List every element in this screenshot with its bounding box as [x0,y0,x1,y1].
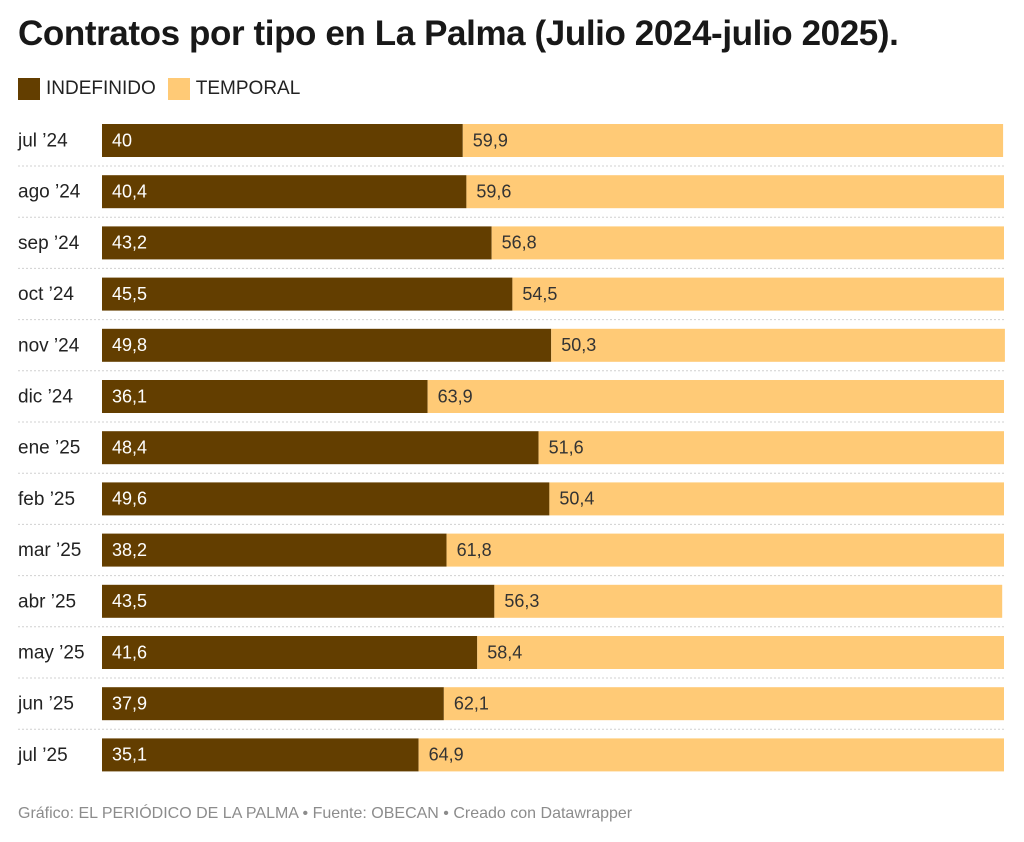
value-label-temporal-jun-25: 62,1 [454,693,489,713]
bar-temporal-ago-24 [466,175,1005,209]
chart-title: Contratos por tipo en La Palma (Julio 20… [18,14,899,53]
legend-swatch-temporal [167,78,190,100]
row-label-abr-25: abr ’25 [18,591,76,612]
value-label-indefinido-ene-25: 48,4 [112,437,147,457]
row-label-mar-25: mar ’25 [18,540,81,561]
bar-indefinido-jul-24 [102,124,463,157]
value-label-indefinido-ago-24: 40,4 [112,181,147,201]
bar-indefinido-dic-24 [102,380,428,413]
legend-label-indefinido: INDEFINIDO [46,78,156,99]
bar-indefinido-sep-24 [102,226,492,260]
row-label-oct-24: oct ’24 [18,284,74,305]
value-label-indefinido-mar-25: 38,2 [112,540,147,560]
row-label-ago-24: ago ’24 [18,182,81,203]
bar-indefinido-feb-25 [102,482,550,516]
value-label-indefinido-nov-24: 49,8 [112,335,147,355]
value-label-temporal-dic-24: 63,9 [438,386,473,406]
bar-temporal-feb-25 [549,482,1004,516]
value-label-temporal-abr-25: 56,3 [504,591,539,611]
row-label-nov-24: nov ’24 [18,335,80,356]
bar-temporal-jul-25 [418,738,1004,772]
value-label-indefinido-abr-25: 43,5 [112,591,147,611]
value-label-indefinido-jun-25: 37,9 [112,693,147,713]
value-label-indefinido-sep-24: 43,2 [112,233,147,253]
bar-indefinido-oct-24 [102,277,513,311]
row-label-jun-25: jun ’25 [17,694,74,715]
bar-temporal-oct-24 [512,277,1004,311]
value-label-indefinido-dic-24: 36,1 [112,386,147,406]
bar-temporal-nov-24 [551,328,1005,362]
row-label-dic-24: dic ’24 [18,387,73,408]
value-label-indefinido-jul-24: 40 [112,130,132,150]
value-label-temporal-may-25: 58,4 [487,642,522,662]
value-label-temporal-mar-25: 61,8 [457,540,492,560]
row-label-jul-25: jul ’25 [17,745,68,766]
bar-indefinido-ene-25 [102,431,539,465]
bar-indefinido-abr-25 [102,584,495,618]
stacked-bar-chart: jul ’24 40 59,9 ago ’24 40,4 59,6 sep ’24 43,2 5… [17,124,1005,772]
value-label-indefinido-may-25: 41,6 [112,642,147,662]
bar-temporal-mar-25 [446,533,1005,567]
row-label-jul-24: jul ’24 [17,131,68,152]
value-label-indefinido-oct-24: 45,5 [112,284,147,304]
bar-indefinido-jul-25 [102,738,419,772]
value-label-temporal-oct-24: 54,5 [522,284,557,304]
row-label-sep-24: sep ’24 [18,233,80,254]
value-label-temporal-nov-24: 50,3 [561,335,596,355]
legend-item-temporal: TEMPORAL [167,78,301,100]
bar-indefinido-jun-25 [102,687,444,721]
legend-item-indefinido: INDEFINIDO [18,78,156,100]
bar-indefinido-nov-24 [102,328,552,362]
row-label-feb-25: feb ’25 [18,489,75,510]
value-label-temporal-ene-25: 51,6 [549,437,584,457]
bar-temporal-sep-24 [491,226,1004,260]
value-label-indefinido-feb-25: 49,6 [112,489,147,509]
value-label-temporal-feb-25: 50,4 [559,489,594,509]
value-label-indefinido-jul-25: 35,1 [112,745,147,765]
bar-temporal-jun-25 [443,687,1004,721]
bar-temporal-ene-25 [538,431,1004,465]
bar-temporal-abr-25 [494,584,1003,618]
bar-temporal-may-25 [477,636,1004,669]
bar-indefinido-ago-24 [102,175,467,209]
value-label-temporal-jul-24: 59,9 [473,130,508,150]
row-label-ene-25: ene ’25 [18,438,80,459]
legend-label-temporal: TEMPORAL [195,78,301,99]
bar-indefinido-may-25 [102,636,478,669]
value-label-temporal-ago-24: 59,6 [476,181,511,201]
bar-temporal-dic-24 [427,380,1004,413]
value-label-temporal-jul-25: 64,9 [429,745,464,765]
legend-swatch-indefinido [18,78,40,100]
footer-credits: Gráfico: EL PERIÓDICO DE LA PALMA • Fuen… [18,805,633,822]
value-label-temporal-sep-24: 56,8 [502,233,537,253]
legend: INDEFINIDO TEMPORAL [18,78,312,100]
bar-indefinido-mar-25 [102,533,447,567]
row-label-may-25: may ’25 [18,643,85,664]
bar-temporal-jul-24 [462,124,1004,157]
